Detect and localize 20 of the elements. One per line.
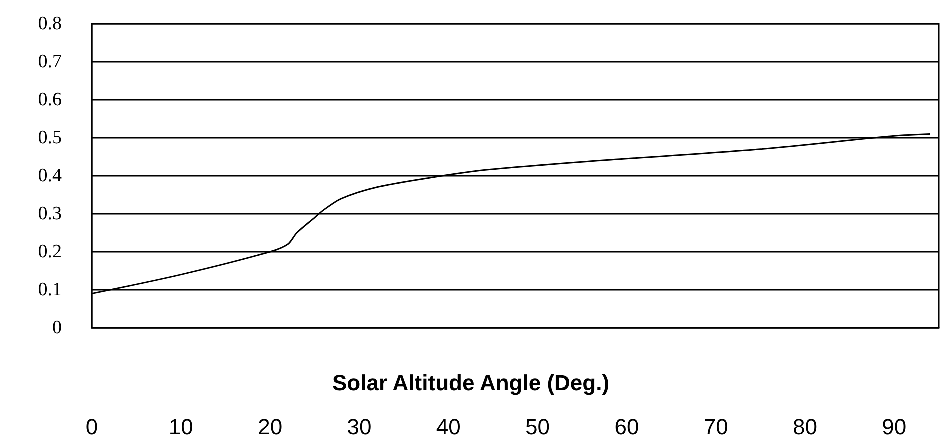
y-tick-label: 0.4 — [38, 166, 62, 186]
x-tick-label: 70 — [704, 414, 728, 440]
y-tick-label: 0.6 — [38, 90, 62, 110]
x-tick-label: 50 — [526, 414, 550, 440]
y-tick-label: 0.1 — [38, 280, 62, 300]
x-tick-label: 60 — [614, 414, 640, 440]
x-tick-label: 80 — [793, 414, 818, 440]
x-tick-label: 90 — [882, 414, 907, 440]
x-tick-label: 10 — [168, 414, 194, 440]
x-tick-label: 40 — [436, 414, 461, 440]
x-tick-label: 0 — [86, 414, 98, 440]
y-tick-label: 0.3 — [38, 204, 62, 224]
y-tick-label: 0.5 — [38, 128, 62, 148]
x-tick-label: 30 — [347, 414, 372, 440]
y-tick-label: 0.8 — [38, 14, 62, 34]
x-tick-label: 20 — [258, 414, 283, 440]
y-tick-label: 0.7 — [38, 52, 62, 72]
y-tick-label: 0.2 — [38, 242, 62, 262]
x-axis-title: Solar Altitude Angle (Deg.) — [332, 370, 610, 396]
y-tick-label: 0 — [52, 318, 62, 338]
